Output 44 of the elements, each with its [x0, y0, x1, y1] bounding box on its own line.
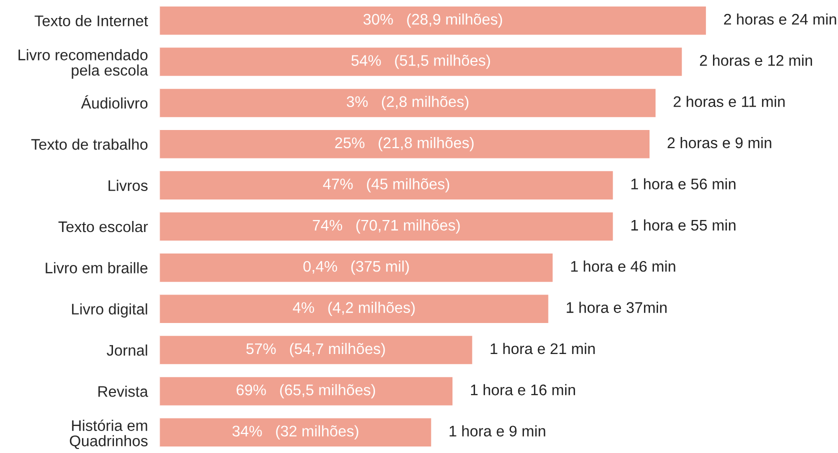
annotation: 1 hora e 55 min [631, 219, 736, 231]
annotation: 0,4% (375 mil) [303, 260, 409, 275]
annotation: 34% (32 milhões) [232, 425, 358, 440]
annotation: 30% (28,9 milhões) [363, 13, 502, 28]
bar [159, 334, 474, 366]
annotation: 57% (54,7 milhões) [246, 342, 385, 358]
bar [159, 87, 657, 118]
annotation: 25% (21,8 milhões) [335, 137, 474, 152]
y-tick-label: Revista [98, 386, 148, 397]
y-tick-label: História em Quadrinhos [70, 420, 148, 450]
annotation: 1 hora e 9 min [450, 425, 546, 437]
annotation: 1 hora e 21 min [490, 342, 595, 354]
y-tick-label: Áudiolivro [81, 95, 148, 109]
y-tick-label: Livro digital [72, 303, 148, 318]
annotation: 2 horas e 11 min [674, 96, 785, 108]
annotation: 1 hora e 16 min [471, 384, 576, 396]
annotation: 2 horas e 9 min [668, 137, 772, 148]
y-tick-label: Texto escolar [58, 220, 148, 232]
y-tick-label: Jornal [106, 344, 148, 356]
annotation: 54% (51,5 milhões) [351, 54, 490, 69]
annotation: 1 hora e 37min [566, 302, 667, 313]
bar [159, 170, 614, 201]
bar [159, 5, 708, 36]
annotation: 1 hora e 56 min [631, 178, 736, 190]
bar [159, 46, 684, 78]
annotation: 4% (4,2 milhões) [292, 302, 415, 316]
y-tick-label: Livros [108, 180, 148, 192]
bar [159, 416, 433, 448]
annotation: 1 hora e 46 min [571, 260, 676, 272]
annotation: 2 horas e 12 min [700, 54, 812, 66]
y-tick-label: Texto de Internet [34, 15, 148, 26]
y-tick-label: Livro em braille [46, 262, 148, 274]
annotation: 74% (70,71 milhões) [312, 219, 460, 234]
y-tick-label: Livro recomendado pela escola [18, 49, 148, 79]
bar [159, 376, 454, 407]
bar [159, 128, 651, 160]
bar [159, 252, 554, 284]
bar [159, 210, 614, 242]
annotation: 3% (2,8 milhões) [346, 96, 468, 110]
y-tick-label: Texto de trabalho [31, 138, 148, 150]
bar [159, 293, 550, 324]
annotation: 69% (65,5 milhões) [236, 384, 376, 398]
annotation: 2 horas e 24 min [724, 13, 836, 25]
annotation: 47% (45 milhões) [323, 178, 450, 192]
